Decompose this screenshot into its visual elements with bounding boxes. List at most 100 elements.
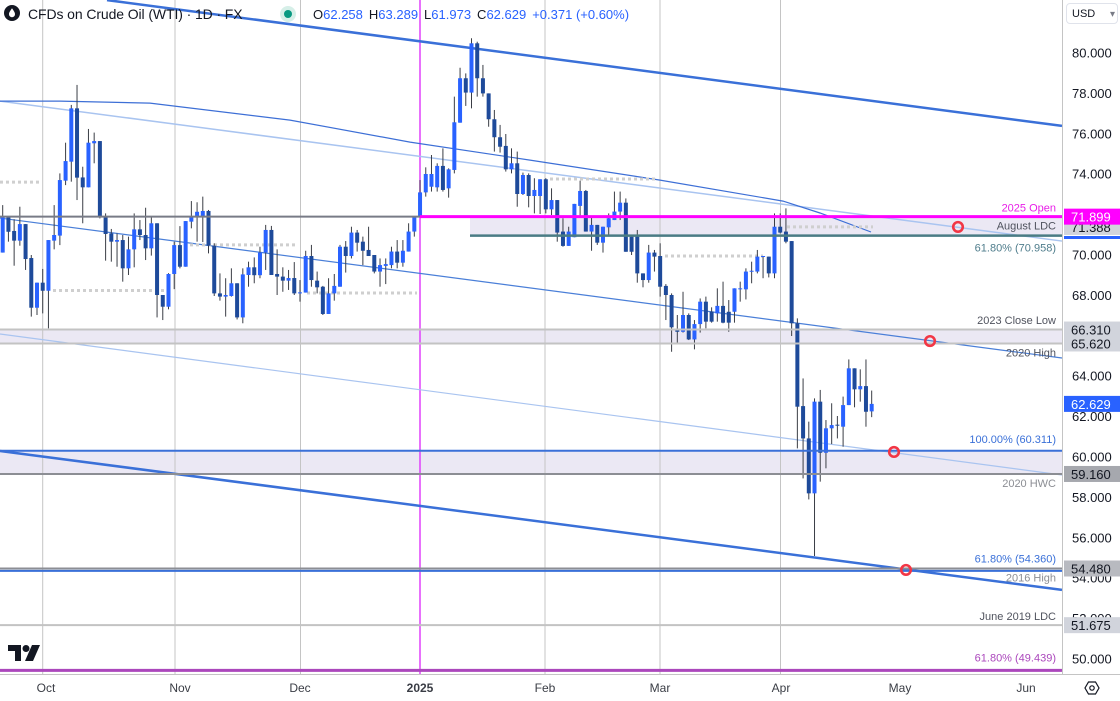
price-badge: 54.480 — [1064, 560, 1120, 577]
time-axis[interactable] — [0, 675, 1063, 698]
candle — [492, 109, 497, 152]
candle-body — [641, 273, 646, 281]
candle — [246, 261, 251, 287]
candle — [160, 294, 165, 321]
candle — [446, 168, 451, 198]
candle — [503, 134, 508, 172]
candle-body — [509, 163, 514, 170]
candle — [452, 96, 457, 174]
candle-body — [595, 224, 600, 243]
candle — [435, 163, 440, 192]
price-badge-bg — [1064, 335, 1120, 352]
moving-average-line[interactable] — [0, 100, 872, 233]
level-label: 2020 HWC — [1002, 478, 1056, 490]
candle — [29, 255, 34, 317]
candle-body — [486, 93, 491, 120]
ohlc-change: +0.371 (+0.60%) — [532, 7, 630, 22]
candle — [429, 155, 434, 192]
markers-layer — [887, 220, 965, 577]
candle — [726, 300, 731, 332]
market-status-icon[interactable] — [280, 6, 296, 22]
candle — [846, 359, 851, 406]
candle-body — [109, 233, 114, 242]
price-badge-bg — [1064, 465, 1120, 482]
candle-body — [749, 270, 754, 272]
time-tick-label: 2025 — [407, 681, 434, 695]
candle-body — [761, 256, 766, 258]
candle-body — [726, 311, 731, 323]
candle-body — [538, 179, 543, 197]
median-channel-line[interactable] — [0, 217, 1063, 359]
candle — [35, 282, 40, 315]
candle-body — [452, 122, 457, 170]
candle-body — [320, 286, 325, 314]
candle — [235, 283, 240, 320]
candle-body — [297, 292, 302, 294]
candle-body — [858, 386, 863, 390]
price-tick-label: 78.000 — [1072, 86, 1112, 101]
price-badge: 62.629 — [1064, 395, 1120, 412]
candle-body — [360, 241, 365, 251]
candle — [120, 235, 125, 282]
candle — [681, 291, 686, 333]
candle-body — [852, 368, 857, 390]
currency-selector[interactable]: USD ▾ — [1066, 3, 1118, 24]
candle-body — [309, 256, 314, 281]
candle-body — [280, 276, 285, 281]
candle — [743, 268, 748, 300]
upper-channel-line[interactable] — [106, 0, 1063, 128]
candle-body — [669, 294, 674, 328]
candle-body — [206, 210, 211, 246]
candle-body — [435, 165, 440, 188]
candle-body — [303, 256, 308, 293]
time-tick-label: May — [889, 681, 912, 695]
horizontal-levels-layer[interactable] — [0, 215, 1062, 672]
candle-body — [515, 163, 520, 194]
candle — [286, 269, 291, 290]
candle — [583, 189, 588, 232]
candle — [538, 179, 543, 214]
candle — [578, 180, 583, 217]
hwc-zone[interactable] — [0, 450, 1062, 474]
candle — [92, 132, 97, 164]
ohlc-open: O62.258 — [313, 7, 363, 22]
candle-body — [177, 245, 182, 267]
price-tick-label: 62.000 — [1072, 409, 1112, 424]
candle — [463, 73, 468, 106]
price-badge-bg — [1064, 321, 1120, 338]
candle-body — [623, 202, 628, 252]
ohlc-high: H63.289 — [369, 7, 418, 22]
candle-body — [572, 203, 577, 238]
candle-body — [806, 438, 811, 494]
candle — [669, 293, 674, 352]
candle-body — [120, 240, 125, 269]
candle — [303, 250, 308, 293]
candle-body — [795, 323, 800, 407]
price-tick-label: 64.000 — [1072, 369, 1112, 384]
candle — [355, 229, 360, 252]
candle — [326, 278, 331, 314]
candle-body — [235, 283, 240, 318]
price-badge-label: 59.160 — [1071, 467, 1111, 482]
candle-body — [69, 108, 74, 162]
candle — [172, 241, 177, 290]
candle-body — [863, 386, 868, 412]
candle-body — [818, 401, 823, 453]
candle-body — [103, 216, 108, 234]
candle — [806, 421, 811, 500]
candle — [686, 313, 691, 341]
candle — [841, 396, 846, 447]
candle — [509, 148, 514, 174]
candle-body — [217, 293, 222, 297]
gear-icon[interactable] — [1084, 680, 1100, 696]
candle — [366, 226, 371, 257]
candle — [57, 173, 62, 246]
symbol-title[interactable]: CFDs on Crude Oil (WTI) · 1D · FX — [28, 6, 243, 22]
candle-body — [543, 179, 548, 210]
candle — [223, 278, 228, 317]
oil-drop-icon[interactable] — [4, 5, 20, 21]
tradingview-logo[interactable] — [7, 644, 41, 662]
candle-body — [778, 226, 783, 233]
